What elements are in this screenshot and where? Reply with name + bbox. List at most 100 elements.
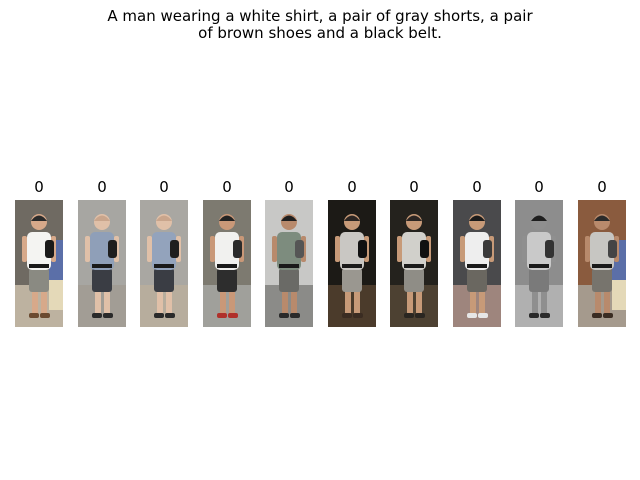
person-left-shoe <box>279 313 289 318</box>
person-right-leg <box>166 275 172 315</box>
caption-line-2: of brown shoes and a black belt. <box>198 24 442 42</box>
person-bag <box>45 240 54 258</box>
person-left-shoe <box>29 313 39 318</box>
person-left-leg <box>345 275 351 315</box>
person-thumbnail[interactable] <box>515 200 563 327</box>
gallery-item: 0 <box>265 176 313 327</box>
person-left-leg <box>157 275 163 315</box>
caption-line-1: A man wearing a white shirt, a pair of g… <box>107 7 533 25</box>
person-right-shoe <box>103 313 113 318</box>
person-left-shoe <box>217 313 227 318</box>
person-bag <box>108 240 117 258</box>
person-photo <box>578 200 626 327</box>
person-belt <box>154 264 174 268</box>
person-belt <box>404 264 424 268</box>
match-score: 0 <box>597 178 607 196</box>
person-shirt <box>27 232 51 270</box>
gallery-item: 0 <box>140 176 188 327</box>
person-photo <box>15 200 63 327</box>
person-thumbnail[interactable] <box>453 200 501 327</box>
person-left-leg <box>282 275 288 315</box>
person-bag <box>295 240 304 258</box>
person-left-shoe <box>92 313 102 318</box>
person-photo <box>78 200 126 327</box>
person-left-arm <box>335 236 340 262</box>
gallery-item: 0 <box>203 176 251 327</box>
person-right-shoe <box>353 313 363 318</box>
gallery-item: 0 <box>328 176 376 327</box>
person-right-leg <box>354 275 360 315</box>
person-right-leg <box>541 275 547 315</box>
person-right-leg <box>479 275 485 315</box>
person-photo <box>203 200 251 327</box>
person-left-arm <box>522 236 527 262</box>
person-thumbnail[interactable] <box>140 200 188 327</box>
person-right-leg <box>104 275 110 315</box>
match-score: 0 <box>347 178 357 196</box>
person-left-shoe <box>404 313 414 318</box>
person-thumbnail[interactable] <box>328 200 376 327</box>
person-shorts <box>29 268 49 292</box>
person-shirt <box>152 232 176 270</box>
person-shorts <box>529 268 549 292</box>
person-left-shoe <box>467 313 477 318</box>
person-photo <box>328 200 376 327</box>
person-left-shoe <box>342 313 352 318</box>
match-score: 0 <box>34 178 44 196</box>
person-hair <box>594 215 610 221</box>
person-photo <box>453 200 501 327</box>
person-thumbnail[interactable] <box>15 200 63 327</box>
person-left-leg <box>595 275 601 315</box>
person-left-leg <box>32 275 38 315</box>
person-shirt <box>90 232 114 270</box>
person-belt <box>279 264 299 268</box>
person-hair <box>344 215 360 221</box>
person-left-leg <box>95 275 101 315</box>
gallery-item: 0 <box>78 176 126 327</box>
person-left-leg <box>220 275 226 315</box>
person-shirt <box>527 232 551 270</box>
person-shorts <box>467 268 487 292</box>
person-right-leg <box>291 275 297 315</box>
person-left-arm <box>147 236 152 262</box>
person-belt <box>342 264 362 268</box>
person-thumbnail[interactable] <box>390 200 438 327</box>
person-hair <box>406 215 422 221</box>
companion-figure-skirt <box>49 280 63 310</box>
person-hair <box>531 215 547 221</box>
person-right-shoe <box>415 313 425 318</box>
match-score: 0 <box>409 178 419 196</box>
match-score: 0 <box>534 178 544 196</box>
person-thumbnail[interactable] <box>203 200 251 327</box>
person-left-leg <box>470 275 476 315</box>
person-hair <box>31 215 47 221</box>
person-shorts <box>404 268 424 292</box>
person-left-arm <box>210 236 215 262</box>
match-score: 0 <box>284 178 294 196</box>
match-score: 0 <box>472 178 482 196</box>
person-shorts <box>217 268 237 292</box>
person-left-shoe <box>592 313 602 318</box>
person-thumbnail[interactable] <box>265 200 313 327</box>
person-left-leg <box>407 275 413 315</box>
person-hair <box>281 215 297 221</box>
person-right-leg <box>41 275 47 315</box>
person-thumbnail[interactable] <box>78 200 126 327</box>
person-hair <box>156 215 172 221</box>
person-left-leg <box>532 275 538 315</box>
person-belt <box>592 264 612 268</box>
person-hair <box>94 215 110 221</box>
gallery-item: 0 <box>390 176 438 327</box>
person-shirt <box>402 232 426 270</box>
person-hair <box>469 215 485 221</box>
person-bag <box>170 240 179 258</box>
person-belt <box>529 264 549 268</box>
person-belt <box>92 264 112 268</box>
person-thumbnail[interactable] <box>578 200 626 327</box>
person-right-shoe <box>290 313 300 318</box>
companion-figure-skirt <box>612 280 626 310</box>
person-right-shoe <box>228 313 238 318</box>
person-shorts <box>154 268 174 292</box>
gallery-item: 0 <box>578 176 626 327</box>
